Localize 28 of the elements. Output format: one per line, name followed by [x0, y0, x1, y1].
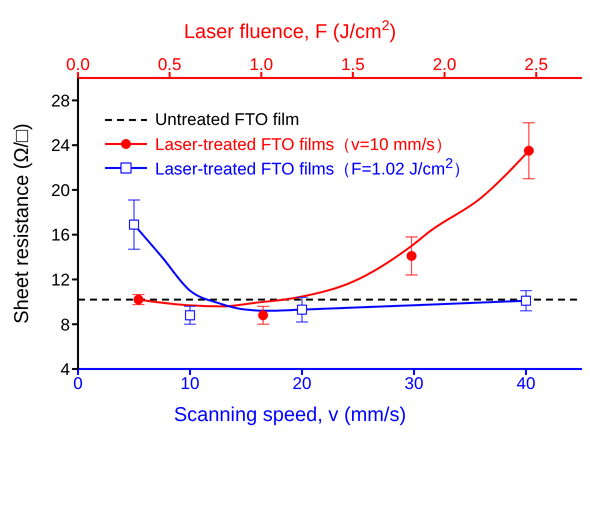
y-tick-label: 8	[60, 315, 70, 334]
x2-tick-label: 2.0	[432, 55, 456, 74]
x2-tick-label: 0.5	[158, 55, 182, 74]
y-tick-label: 20	[51, 180, 70, 200]
point	[185, 310, 195, 320]
x2-tick-label: 1.5	[341, 55, 365, 74]
y-tick-label: 16	[51, 226, 70, 245]
x-tick-label: 20	[292, 374, 312, 394]
y-axis-title: Sheet resistance (Ω/□)	[11, 123, 33, 324]
x-tick-label: 30	[404, 374, 424, 394]
x2-tick-label: 2.5	[524, 55, 548, 74]
x-tick-label: 0	[73, 374, 83, 394]
x2-tick-label: 0.0	[66, 55, 90, 74]
y-tick-label: 24	[51, 136, 70, 156]
x-tick-label: 10	[180, 374, 200, 394]
point	[129, 220, 139, 230]
point	[521, 296, 531, 306]
point	[297, 304, 307, 315]
y-tick-label: 12	[51, 270, 70, 290]
y-tick-label: 28	[51, 91, 70, 110]
legend-label: Laser-treated FTO films（v=10 mm/s）	[155, 134, 452, 156]
y-tick-label: 4	[60, 360, 70, 380]
x-axis-title: Scanning speed, v (mm/s)	[174, 404, 406, 426]
x-tick-label: 40	[516, 374, 536, 394]
x2-tick-label: 1.0	[249, 55, 274, 74]
legend-label: Laser-treated FTO films（F=1.02 J/cm$^{2}$）	[155, 156, 470, 180]
legend-label: Untreated FTO film	[155, 110, 300, 130]
x2-axis-title: Laser fluence, F (J/cm$^{2}$)	[184, 17, 396, 43]
